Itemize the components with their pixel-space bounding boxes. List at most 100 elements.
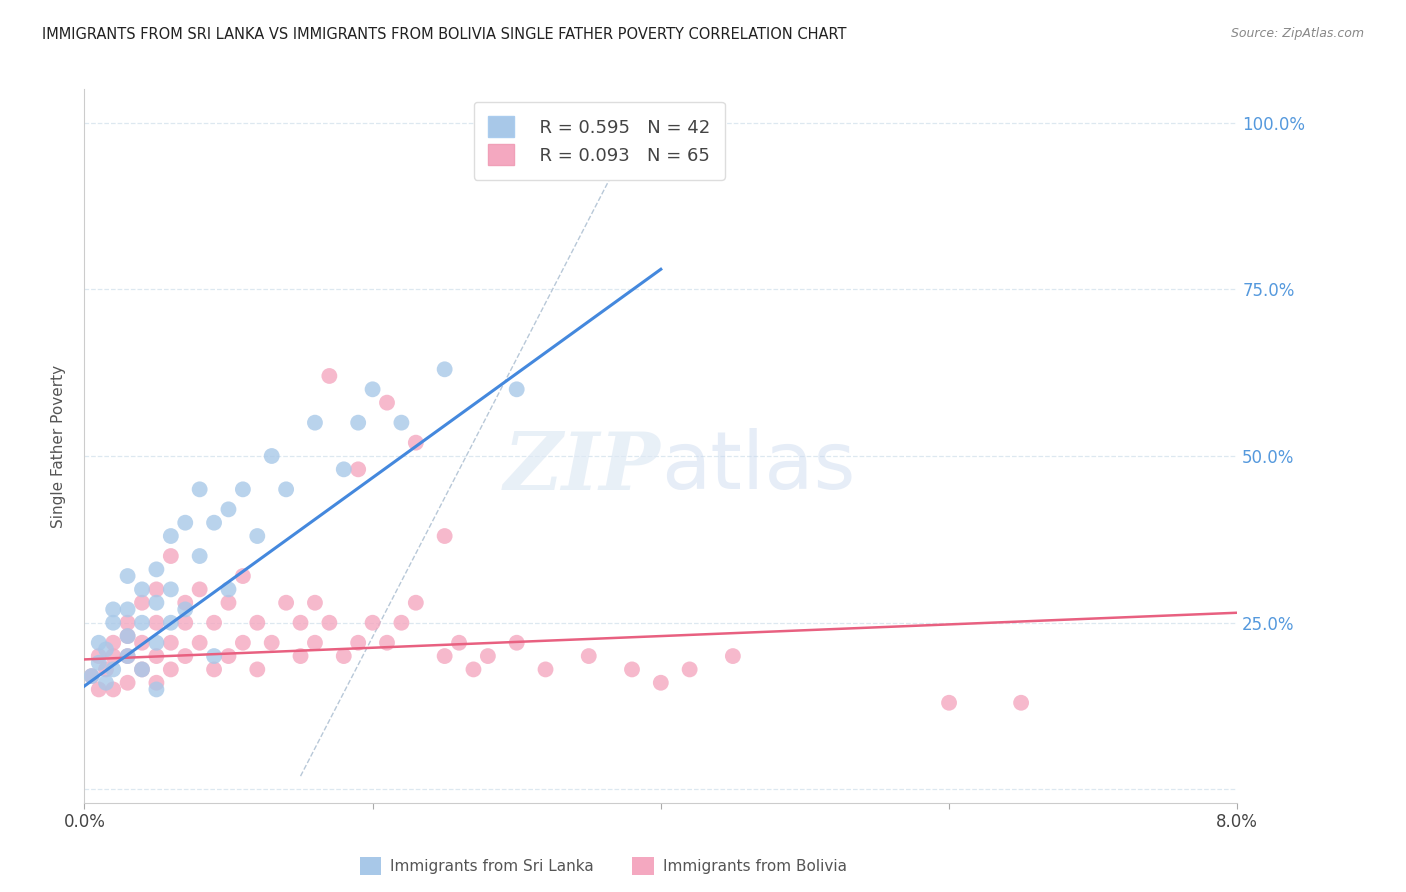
Point: [361, 382, 384, 396]
Point: [87, 656, 110, 670]
Point: [477, 649, 499, 664]
Point: [117, 615, 139, 630]
Point: [391, 615, 413, 630]
Point: [188, 483, 211, 497]
Point: [202, 516, 225, 530]
Point: [679, 662, 702, 676]
Legend: Immigrants from Sri Lanka, Immigrants from Bolivia: Immigrants from Sri Lanka, Immigrants fr…: [353, 851, 853, 880]
Point: [318, 615, 340, 630]
Point: [188, 549, 211, 563]
Point: [405, 596, 427, 610]
Point: [160, 662, 183, 676]
Point: [188, 636, 211, 650]
Point: [938, 696, 960, 710]
Text: atlas: atlas: [661, 428, 855, 507]
Point: [160, 582, 183, 597]
Y-axis label: Single Father Poverty: Single Father Poverty: [51, 365, 66, 527]
Point: [103, 649, 125, 664]
Point: [246, 615, 269, 630]
Point: [94, 642, 117, 657]
Point: [131, 615, 153, 630]
Point: [304, 416, 326, 430]
Point: [347, 636, 370, 650]
Point: [103, 615, 125, 630]
Point: [174, 596, 197, 610]
Point: [332, 649, 354, 664]
Point: [188, 582, 211, 597]
Point: [375, 636, 398, 650]
Point: [103, 662, 125, 676]
Point: [361, 615, 384, 630]
Point: [304, 636, 326, 650]
Point: [405, 435, 427, 450]
Point: [145, 596, 167, 610]
Point: [202, 649, 225, 664]
Point: [80, 669, 103, 683]
Point: [433, 649, 456, 664]
Point: [218, 649, 240, 664]
Point: [103, 682, 125, 697]
Point: [260, 449, 283, 463]
Point: [145, 675, 167, 690]
Point: [80, 669, 103, 683]
Point: [160, 529, 183, 543]
Point: [145, 615, 167, 630]
Point: [578, 136, 600, 150]
Point: [463, 662, 485, 676]
Point: [260, 636, 283, 650]
Point: [174, 516, 197, 530]
Point: [202, 615, 225, 630]
Point: [375, 395, 398, 409]
Point: [145, 682, 167, 697]
Point: [1010, 696, 1032, 710]
Point: [721, 649, 744, 664]
Point: [103, 602, 125, 616]
Point: [274, 596, 298, 610]
Point: [391, 416, 413, 430]
Point: [304, 596, 326, 610]
Point: [117, 569, 139, 583]
Point: [232, 636, 254, 650]
Point: [87, 636, 110, 650]
Point: [534, 662, 557, 676]
Point: [174, 649, 197, 664]
Point: [232, 569, 254, 583]
Point: [290, 649, 312, 664]
Point: [160, 636, 183, 650]
Point: [117, 649, 139, 664]
Point: [117, 629, 139, 643]
Point: [246, 662, 269, 676]
Point: [117, 602, 139, 616]
Point: [131, 582, 153, 597]
Point: [232, 483, 254, 497]
Point: [131, 596, 153, 610]
Point: [160, 615, 183, 630]
Point: [174, 602, 197, 616]
Point: [94, 662, 117, 676]
Text: Source: ZipAtlas.com: Source: ZipAtlas.com: [1230, 27, 1364, 40]
Point: [131, 662, 153, 676]
Text: IMMIGRANTS FROM SRI LANKA VS IMMIGRANTS FROM BOLIVIA SINGLE FATHER POVERTY CORRE: IMMIGRANTS FROM SRI LANKA VS IMMIGRANTS …: [42, 27, 846, 42]
Point: [87, 682, 110, 697]
Point: [202, 662, 225, 676]
Point: [131, 662, 153, 676]
Point: [87, 649, 110, 664]
Point: [332, 462, 354, 476]
Point: [117, 649, 139, 664]
Point: [131, 636, 153, 650]
Point: [433, 362, 456, 376]
Point: [145, 636, 167, 650]
Point: [621, 662, 644, 676]
Point: [506, 636, 529, 650]
Point: [117, 675, 139, 690]
Text: ZIP: ZIP: [503, 429, 661, 506]
Point: [347, 462, 370, 476]
Point: [578, 649, 600, 664]
Point: [94, 675, 117, 690]
Point: [433, 529, 456, 543]
Point: [274, 483, 298, 497]
Point: [145, 649, 167, 664]
Point: [290, 615, 312, 630]
Point: [145, 562, 167, 576]
Point: [506, 382, 529, 396]
